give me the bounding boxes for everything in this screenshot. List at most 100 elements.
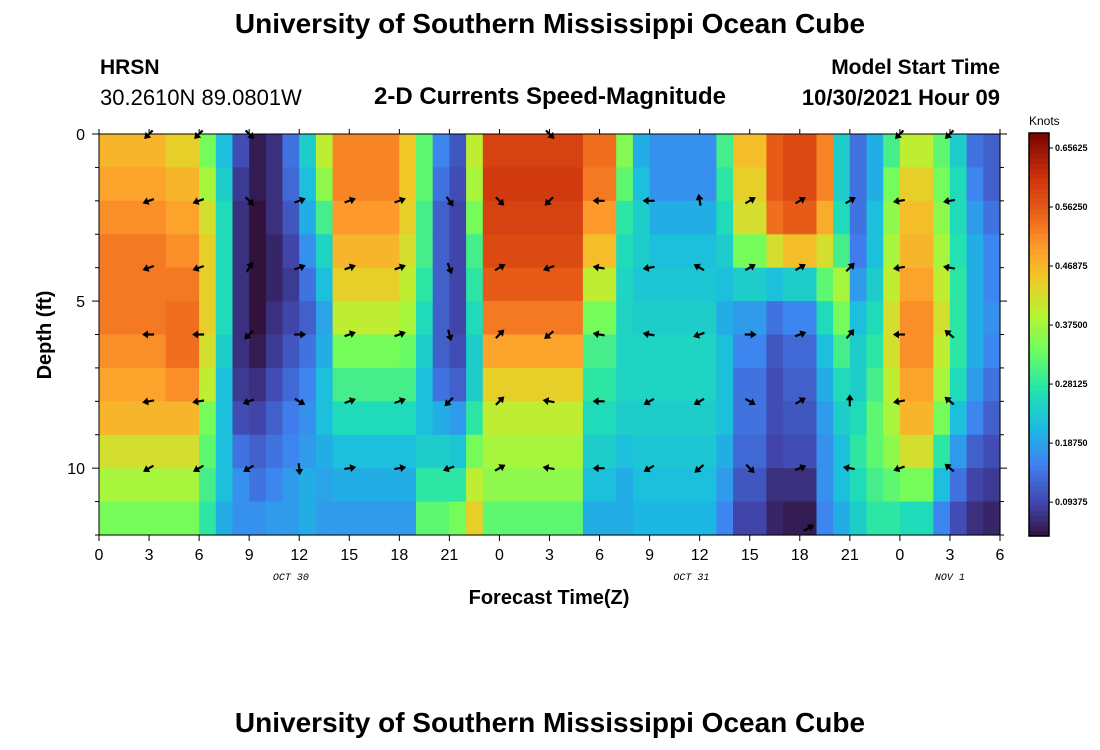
- x-tick-label: 12: [691, 547, 709, 564]
- heatmap-cell: [399, 434, 417, 469]
- heatmap-cell: [249, 234, 267, 269]
- heatmap-cell: [716, 267, 734, 302]
- current-arrow: [394, 196, 406, 205]
- heatmap-cell: [649, 200, 717, 235]
- heatmap-cell: [99, 367, 167, 402]
- heatmap-cell: [816, 167, 834, 202]
- colorbar-segment: [1029, 410, 1049, 416]
- heatmap-cell: [215, 468, 234, 503]
- heatmap-cell: [315, 501, 334, 536]
- heatmap-cell: [766, 367, 784, 402]
- heatmap-cell: [933, 334, 951, 369]
- heatmap-cell: [632, 200, 651, 235]
- heatmap-cell: [866, 267, 884, 302]
- x-tick-label: 21: [841, 547, 859, 564]
- colorbar-segment: [1029, 500, 1049, 507]
- current-arrow: [695, 193, 704, 206]
- colorbar-tick-label: 0.37500: [1055, 320, 1088, 330]
- colorbar-segment: [1029, 405, 1049, 411]
- heatmap-cell: [432, 334, 450, 369]
- heatmap-cell: [416, 501, 434, 536]
- heatmap-cell: [616, 367, 634, 402]
- heatmap-cell: [165, 167, 200, 202]
- heatmap-cell: [616, 501, 634, 536]
- current-arrow: [344, 397, 356, 405]
- heatmap-cell: [632, 401, 651, 436]
- current-arrow: [643, 464, 655, 473]
- heatmap-cell: [632, 501, 651, 536]
- heatmap-cell: [716, 134, 734, 168]
- heatmap-cell: [733, 401, 767, 436]
- heatmap-cell: [949, 501, 968, 536]
- current-arrow: [803, 524, 815, 532]
- heatmap-cell: [783, 200, 818, 235]
- heatmap-cell: [482, 334, 584, 369]
- current-arrow: [494, 263, 506, 272]
- heatmap-cell: [99, 234, 167, 269]
- heatmap-cell: [766, 468, 784, 503]
- colorbar-segment: [1029, 188, 1049, 195]
- heatmap-cell: [282, 501, 300, 536]
- current-arrow: [193, 464, 204, 473]
- heatmap-cell: [966, 301, 984, 336]
- heatmap-cell: [883, 234, 901, 269]
- heatmap-cell: [616, 134, 634, 168]
- heatmap-cell: [299, 301, 317, 336]
- current-arrow: [142, 264, 155, 272]
- colorbar-segment: [1029, 384, 1049, 391]
- heatmap-cell: [883, 501, 901, 536]
- heatmap-cell: [766, 267, 784, 302]
- model-start-label: Model Start Time: [831, 56, 1000, 79]
- heatmap-cell: [165, 134, 200, 168]
- colorbar-segment: [1029, 279, 1049, 285]
- heatmap-cell: [282, 267, 300, 302]
- heatmap-cell: [315, 401, 334, 436]
- heatmap-cell: [582, 301, 617, 336]
- heatmap-cell: [199, 501, 217, 536]
- heatmap-cell: [933, 468, 951, 503]
- heatmap-cell: [983, 468, 1001, 503]
- heatmap-cell: [282, 200, 300, 235]
- heatmap-cell: [816, 134, 834, 168]
- y-tick-label: 0: [76, 127, 85, 144]
- colorbar-segment: [1029, 485, 1049, 492]
- current-arrow: [744, 330, 757, 339]
- heatmap-cell: [449, 234, 467, 269]
- heatmap-cell: [716, 301, 734, 336]
- heatmap-cell: [232, 367, 250, 402]
- heatmap-cell: [449, 134, 467, 168]
- heatmap-cell: [632, 367, 651, 402]
- x-tick-label: 0: [895, 547, 904, 564]
- heatmap-cell: [899, 434, 934, 469]
- heatmap-cell: [482, 200, 584, 235]
- heatmap-cell: [766, 167, 784, 202]
- heatmap-cell: [582, 134, 617, 168]
- heatmap-cell: [983, 501, 1001, 536]
- current-arrow: [893, 197, 906, 205]
- heatmap-cell: [716, 167, 734, 202]
- heatmap-cell: [833, 134, 851, 168]
- current-arrow: [295, 463, 304, 476]
- heatmap-cell: [766, 234, 784, 269]
- heatmap-cell: [416, 234, 434, 269]
- heatmap-cell: [99, 468, 167, 503]
- heatmap-cell: [99, 200, 167, 235]
- current-arrow: [142, 330, 155, 339]
- heatmap-cell: [933, 401, 951, 436]
- heatmap-cell: [249, 367, 267, 402]
- heatmap-cell: [432, 167, 450, 202]
- heatmap-cell: [616, 267, 634, 302]
- heatmap-cell: [232, 468, 250, 503]
- current-arrow: [794, 464, 807, 472]
- colorbar: 0.65625 0.56250 0.46875 0.37500 0.28125 0.187…: [1028, 132, 1088, 537]
- colorbar-segment: [1029, 158, 1049, 164]
- colorbar-segment: [1029, 183, 1049, 190]
- colorbar-segment: [1029, 339, 1049, 346]
- heatmap-cell: [899, 167, 934, 202]
- colorbar-tick-label: 0.65625: [1055, 143, 1088, 153]
- heatmap-cell: [466, 200, 484, 235]
- heatmap-cell: [966, 234, 984, 269]
- current-arrow: [744, 263, 756, 272]
- current-arrow: [542, 464, 555, 472]
- heatmap-cell: [649, 434, 717, 469]
